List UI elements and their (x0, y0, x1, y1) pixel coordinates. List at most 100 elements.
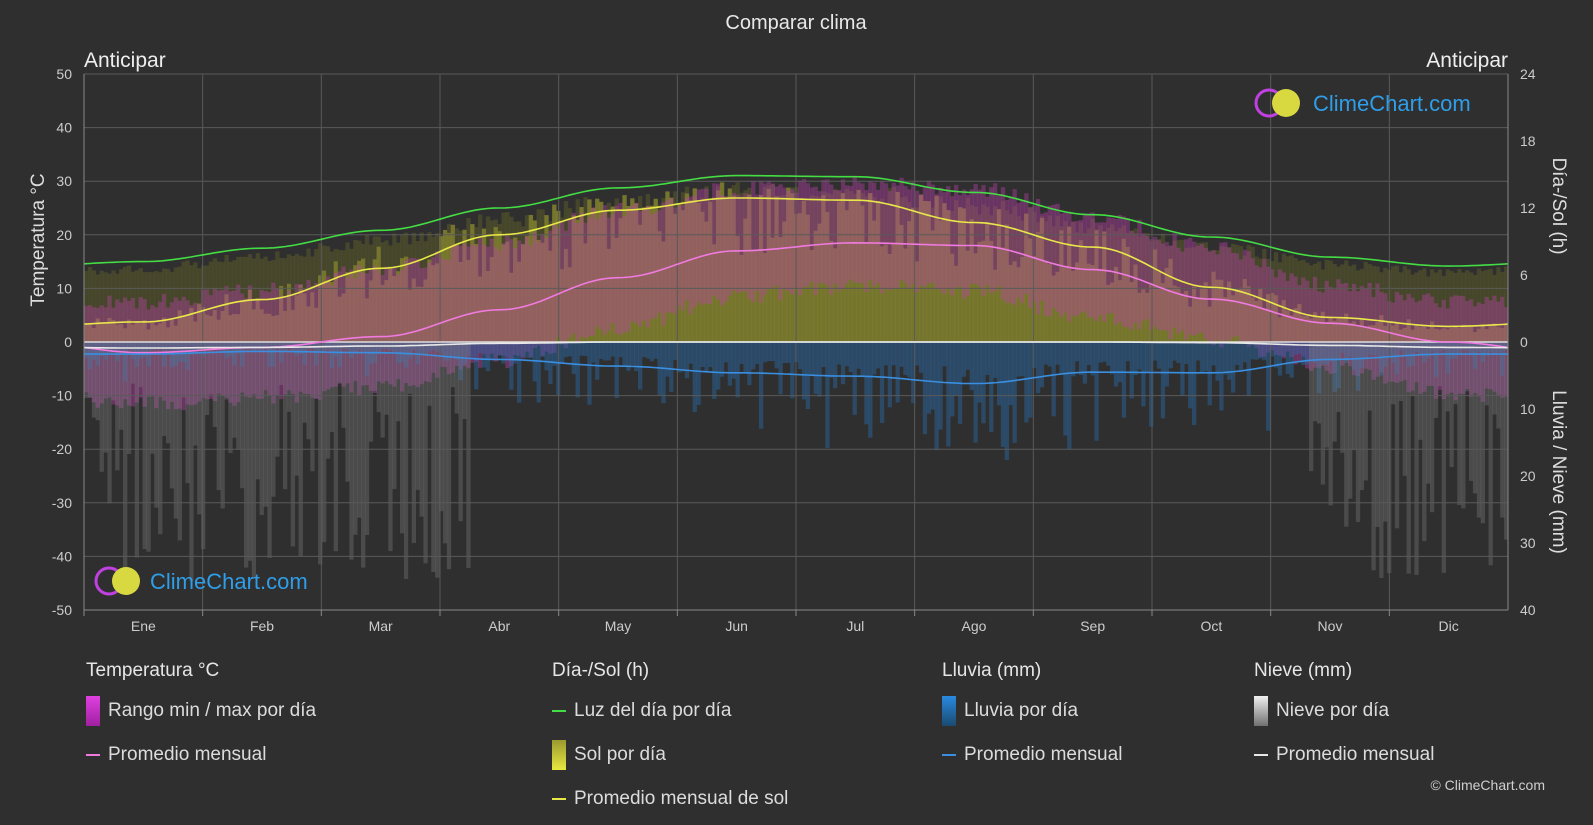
temp-range-bar (1359, 286, 1365, 374)
sunshine-bar (536, 239, 541, 342)
daylight-bar (208, 261, 214, 342)
rain-bar (1090, 342, 1095, 376)
temp-range-bar (942, 192, 947, 294)
daylight-bar (177, 266, 182, 342)
temp-range-bar (1164, 241, 1169, 331)
rain-bar (1390, 342, 1396, 363)
temp-range-bar (868, 180, 873, 281)
snow-bar (325, 342, 331, 459)
daylight-bar (271, 260, 276, 342)
temp-range-bar (778, 184, 783, 301)
sunshine-bar (669, 197, 674, 342)
y-tick-label-right-top: 18 (1520, 133, 1536, 149)
sunshine-bar (466, 260, 471, 342)
temp-range-bar (1238, 259, 1244, 342)
rain-bar (458, 342, 463, 381)
temp-range-bar (677, 205, 682, 306)
snow-bar (146, 342, 151, 552)
snow-bar (111, 342, 116, 401)
rain-bar (973, 342, 978, 443)
sunshine-bar (134, 321, 140, 342)
daylight-bar (115, 273, 120, 342)
sunshine-bar (1067, 226, 1072, 342)
snow-bar (1363, 342, 1368, 481)
daylight-bar (1414, 272, 1419, 342)
sunshine-bar (95, 318, 101, 342)
daylight-bar (169, 271, 175, 342)
sunshine-bar (1336, 318, 1341, 342)
rain-avg-line (84, 350, 1508, 385)
temp-range-bar (1215, 254, 1220, 341)
temp-range-bar (797, 180, 803, 296)
rain-bar (536, 342, 541, 403)
snow-bar (1410, 342, 1415, 396)
temp-range-bar (782, 187, 787, 290)
temp-range-bar (563, 230, 569, 349)
rain-bar (1188, 342, 1193, 409)
snow-bar (419, 342, 424, 517)
daylight-bar (314, 249, 319, 342)
snow-bar (99, 342, 104, 472)
temp-range-bar (727, 197, 733, 296)
sunshine-bar (801, 200, 807, 342)
rain-bar (1055, 342, 1060, 365)
rain-bar (677, 342, 682, 373)
snow-bar (87, 342, 93, 398)
sunshine-bar (790, 193, 795, 342)
legend-item-temp-avg: Promedio mensual (86, 736, 316, 774)
snow-bar (446, 342, 452, 570)
rain-bar (1176, 342, 1181, 364)
temp-range-bar (1340, 283, 1345, 366)
y-tick-label-left: 0 (64, 334, 72, 350)
temp-range-bar (333, 272, 338, 387)
sunshine-bar (1231, 295, 1236, 342)
temp-range-bar (817, 191, 822, 284)
temp-range-bar (204, 289, 210, 400)
daylight-bar (1145, 233, 1150, 342)
daylight-bar (154, 271, 159, 342)
sunshine-bar (1071, 270, 1076, 342)
temp-range-bar (598, 214, 604, 330)
daylight-bar (1281, 253, 1287, 342)
snow-bar (411, 342, 417, 543)
sunshine-bar (341, 293, 346, 342)
temp-range-bar (1160, 243, 1166, 330)
daylight-bar (1137, 236, 1142, 342)
sunshine-bar (392, 276, 397, 342)
temp-range-bar (1426, 293, 1431, 386)
sunshine-bar (384, 280, 389, 342)
rain-bar (298, 342, 303, 354)
rain-bar (1137, 342, 1142, 370)
snow-swatch (1254, 696, 1268, 726)
temp-range-bar (926, 180, 931, 284)
y-tick-label-right-bottom: 20 (1520, 468, 1536, 484)
rain-bar (860, 342, 865, 377)
sunshine-bar (130, 324, 136, 342)
y-axis-label-right-top: Día-/Sol (h) (1548, 157, 1569, 254)
temp-range-bar (575, 223, 580, 343)
temp-range-bar (267, 291, 272, 396)
temp-range-bar (985, 196, 990, 286)
daylight-bar (1476, 268, 1482, 342)
temp-range-bar (1028, 207, 1033, 308)
sunshine-bar (173, 325, 179, 342)
rain-bar (403, 342, 409, 368)
sunshine-bar (1262, 308, 1267, 342)
temp-range-bar (579, 212, 584, 337)
sunshine-bar (158, 323, 163, 342)
temp-range-bar (899, 177, 904, 280)
daylight-bar (1504, 266, 1509, 342)
temp-range-bar (481, 244, 487, 355)
temp-range-bar (419, 268, 424, 385)
rain-bar (99, 342, 104, 356)
legend-label: Promedio mensual (1276, 744, 1435, 765)
temp-range-bar (1125, 218, 1130, 328)
rain-bar (1086, 342, 1091, 366)
daylight-bar (1262, 248, 1267, 342)
sunshine-bar (751, 249, 756, 342)
snow-bar (454, 342, 459, 414)
watermark-text: ClimeChart.com (1313, 91, 1471, 116)
snow-bar (306, 342, 311, 440)
sunshine-bar (1289, 315, 1294, 342)
temp-range-bar (103, 307, 108, 399)
